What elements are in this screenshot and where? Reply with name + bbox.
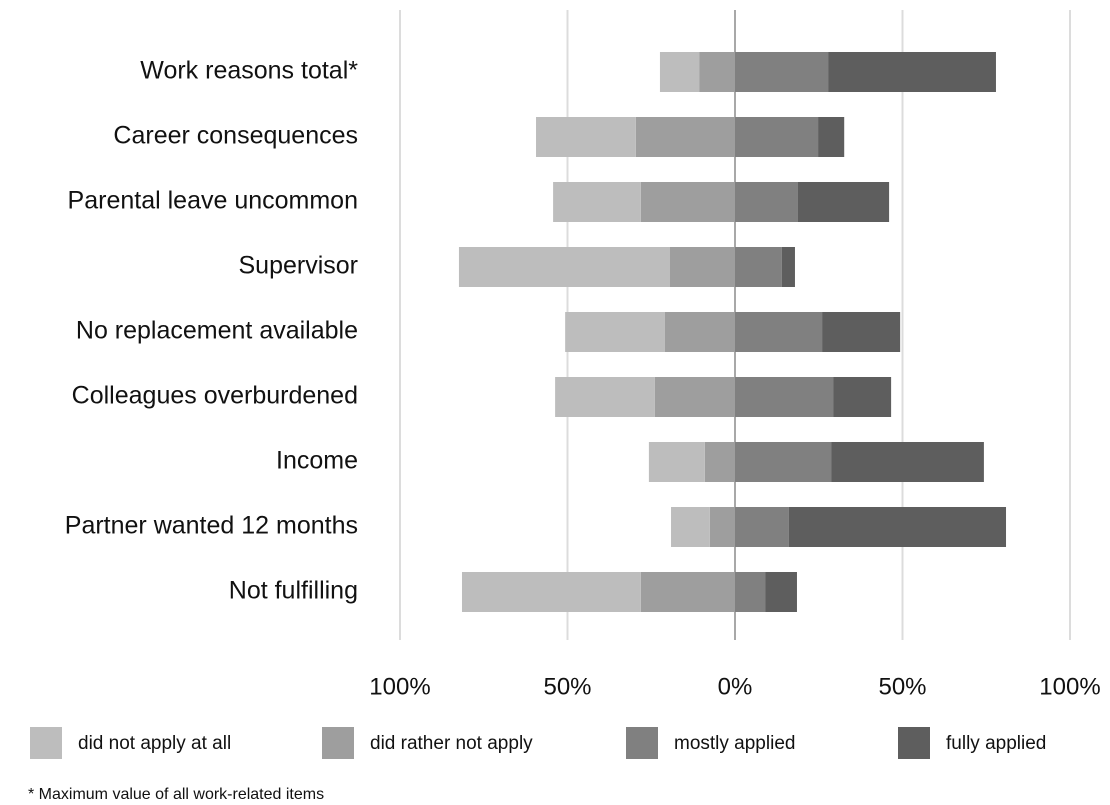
legend-label: fully applied xyxy=(946,733,1046,754)
category-label: Work reasons total* xyxy=(140,57,358,85)
bar-segment xyxy=(822,312,901,352)
bar-segment xyxy=(735,312,823,352)
bar-segment xyxy=(781,247,795,287)
bar-segment xyxy=(635,117,735,157)
legend-swatch xyxy=(322,727,354,759)
bar-segment xyxy=(640,572,735,612)
bar-segment xyxy=(664,312,735,352)
bar-segment xyxy=(828,52,996,92)
bar-segment xyxy=(699,52,735,92)
bar-segment xyxy=(709,507,735,547)
bar-segment xyxy=(458,247,671,287)
x-tick-label: 50% xyxy=(878,673,926,700)
bar-segment xyxy=(565,312,665,352)
legend-label: did not apply at all xyxy=(78,733,231,754)
bar-segment xyxy=(555,377,655,417)
bar-segment xyxy=(735,182,798,222)
legend-label: mostly applied xyxy=(674,733,795,754)
bar-segment xyxy=(735,507,789,547)
category-label: Supervisor xyxy=(239,252,359,280)
bar-segment xyxy=(648,442,705,482)
bar-segment xyxy=(461,572,641,612)
category-label: Colleagues overburdened xyxy=(72,382,358,410)
bar-segment xyxy=(640,182,735,222)
bar-segment xyxy=(765,572,797,612)
category-label: Income xyxy=(276,447,358,475)
bar-segment xyxy=(704,442,735,482)
bar-segment xyxy=(659,52,700,92)
bar-segment xyxy=(735,377,834,417)
bar-segment xyxy=(797,182,890,222)
bar-segment xyxy=(553,182,641,222)
x-tick-label: 100% xyxy=(1039,673,1100,700)
bar-segment xyxy=(735,442,832,482)
category-label: Partner wanted 12 months xyxy=(65,512,358,540)
legend-swatch xyxy=(626,727,658,759)
category-label: Not fulfilling xyxy=(229,577,358,605)
bar-segment xyxy=(735,572,766,612)
legend-swatch xyxy=(898,727,930,759)
bar-segment xyxy=(818,117,845,157)
legend-swatch xyxy=(30,727,62,759)
x-tick-label: 100% xyxy=(369,673,430,700)
bar-segment xyxy=(670,247,735,287)
x-tick-label: 0% xyxy=(718,673,753,700)
bar-segment xyxy=(788,507,1007,547)
bar-segment xyxy=(654,377,735,417)
category-label: Career consequences xyxy=(113,122,358,150)
bar-segment xyxy=(735,247,782,287)
category-label: Parental leave uncommon xyxy=(68,187,358,215)
bar-segment xyxy=(833,377,892,417)
x-tick-label: 50% xyxy=(543,673,591,700)
bar-segment xyxy=(671,507,710,547)
bar-segment xyxy=(536,117,636,157)
category-label: No replacement available xyxy=(76,317,358,345)
bar-segment xyxy=(831,442,984,482)
footnote: * Maximum value of all work-related item… xyxy=(28,786,324,803)
bar-segment xyxy=(735,117,819,157)
bar-segment xyxy=(735,52,829,92)
legend-label: did rather not apply xyxy=(370,733,533,754)
